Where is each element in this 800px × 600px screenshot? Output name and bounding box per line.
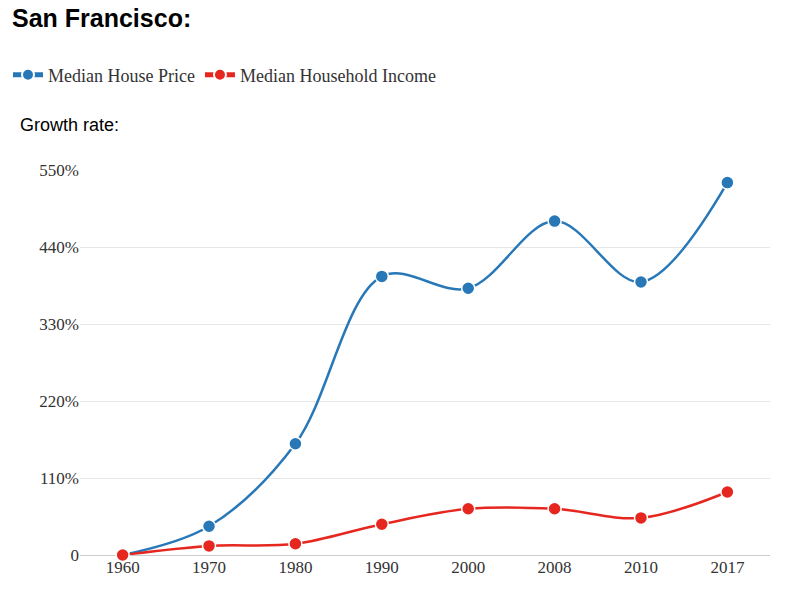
svg-text:1960: 1960 — [106, 558, 140, 577]
svg-text:1980: 1980 — [278, 558, 312, 577]
svg-text:440%: 440% — [39, 238, 79, 257]
svg-text:2010: 2010 — [624, 558, 658, 577]
svg-text:2008: 2008 — [538, 558, 572, 577]
svg-text:2000: 2000 — [451, 558, 485, 577]
svg-text:Median Household Income: Median Household Income — [240, 66, 436, 86]
svg-text:0: 0 — [71, 546, 80, 565]
svg-text:550%: 550% — [39, 161, 79, 180]
svg-text:Median House Price: Median House Price — [48, 66, 195, 86]
svg-text:San Francisco:: San Francisco: — [12, 4, 191, 32]
svg-text:330%: 330% — [39, 315, 79, 334]
svg-text:220%: 220% — [39, 392, 79, 411]
svg-text:110%: 110% — [40, 469, 79, 488]
svg-text:1970: 1970 — [192, 558, 226, 577]
svg-text:Growth rate:: Growth rate: — [20, 115, 119, 135]
svg-text:2017: 2017 — [710, 558, 745, 577]
svg-text:1990: 1990 — [365, 558, 399, 577]
